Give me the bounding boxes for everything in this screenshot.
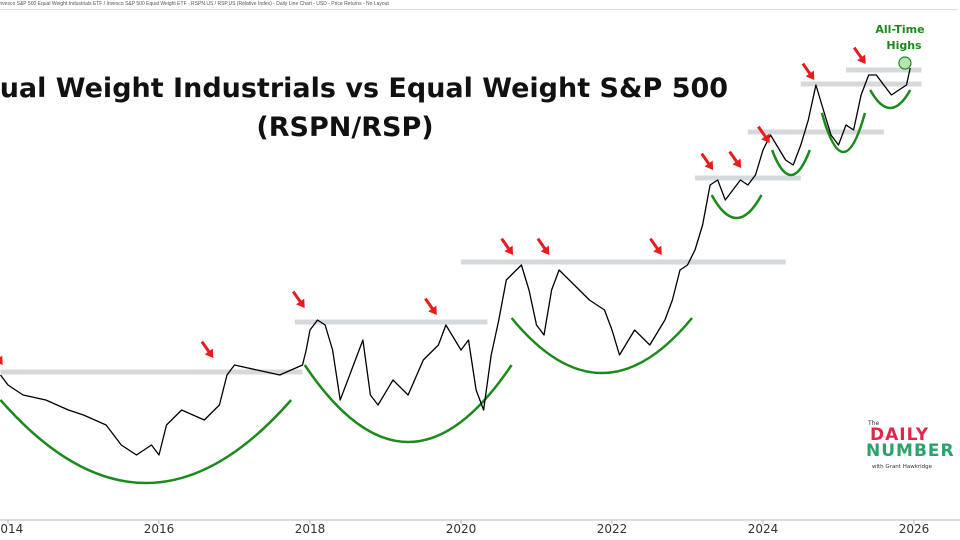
base-arc <box>510 317 693 375</box>
base-arc <box>820 112 867 154</box>
x-tick-label: 2014 <box>0 522 23 536</box>
ath-label-2: Highs <box>886 39 922 52</box>
ath-label-1: All-Time <box>875 23 924 36</box>
red-arrow-icon <box>852 46 866 64</box>
x-axis-ticks: 2014 2016 2018 2020 2022 2024 2026 <box>0 520 929 536</box>
red-arrow-icon <box>292 290 305 308</box>
red-arrow-icon <box>757 125 770 143</box>
base-arc <box>770 149 811 177</box>
daily-number-logo: The DAILY NUMBER with Grant Hawkridge <box>866 420 960 470</box>
x-tick-label: 2018 <box>295 522 326 536</box>
red-arrow-icon <box>200 340 214 358</box>
base-arc <box>869 89 912 110</box>
red-arrow-icon <box>728 150 742 168</box>
x-tick-label: 2024 <box>748 522 779 536</box>
base-arc <box>0 399 293 485</box>
all-time-high-marker <box>898 56 912 70</box>
red-arrow-icon <box>424 297 437 315</box>
x-tick-label: 2026 <box>899 522 930 536</box>
logo-byline: with Grant Hawkridge <box>872 464 933 470</box>
chart-subtitle: (RSPN/RSP) <box>256 112 433 143</box>
red-arrow-icon <box>536 237 550 255</box>
red-arrow-icon <box>649 237 662 255</box>
chart-title: Equal Weight Industrials vs Equal Weight… <box>0 73 728 104</box>
base-arcs <box>0 89 912 485</box>
red-arrow-icon <box>700 152 714 170</box>
x-tick-label: 2020 <box>446 522 477 536</box>
logo-line1: DAILY <box>870 425 930 445</box>
base-arc <box>710 194 763 220</box>
arrows <box>0 46 866 365</box>
chart-description-header: Invesco S&P 500 Equal Weight Industrials… <box>0 0 958 10</box>
price-ratio-line <box>0 67 911 456</box>
logo-line2: NUMBER <box>866 441 955 461</box>
logo-the: The <box>868 420 880 427</box>
red-arrow-icon <box>0 347 3 365</box>
x-tick-label: 2016 <box>144 522 175 536</box>
x-tick-label: 2022 <box>597 522 628 536</box>
red-arrow-icon <box>500 237 514 255</box>
resistance-lines <box>0 67 922 375</box>
red-arrow-icon <box>801 62 815 80</box>
